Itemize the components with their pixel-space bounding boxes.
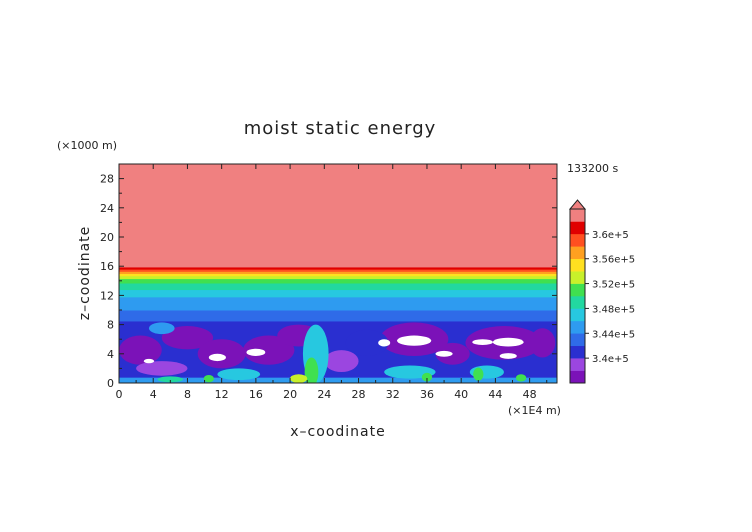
x-tick-label: 36: [420, 388, 434, 401]
contour-region-white: [378, 339, 391, 347]
colorbar-swatch: [570, 296, 585, 309]
contour-region-white: [246, 348, 266, 356]
contour-region: [421, 372, 433, 382]
x-axis: 0 4 8 12 16 20 24 28 32 36 40 44 48: [116, 164, 548, 401]
colorbar-frame: [569, 208, 586, 384]
time-label: 133200 s: [567, 162, 618, 175]
contour-field: [119, 164, 557, 383]
contour-region: [148, 322, 175, 335]
x-axis-label: x–coodinate: [290, 424, 385, 440]
x-tick-label: 8: [184, 388, 191, 401]
x-tick-label: 0: [116, 388, 123, 401]
contour-region: [515, 374, 527, 382]
colorbar-swatch: [570, 209, 585, 222]
contour-region: [290, 374, 308, 383]
x-tick-label: 24: [317, 388, 331, 401]
colorbar-swatch: [570, 258, 585, 272]
colorbar-extend-arrow: [568, 199, 587, 210]
chart-title: moist static energy: [244, 118, 437, 139]
colorbar-label: 3.44e+5: [592, 329, 635, 340]
contour-band: [119, 310, 557, 322]
contour-region-white: [435, 350, 453, 357]
contour-band: [119, 275, 557, 280]
colorbar-label: 3.6e+5: [592, 230, 629, 241]
contour-region: [473, 367, 484, 381]
x-tick-label: 20: [283, 388, 297, 401]
y-unit-label: (×1000 m): [57, 139, 117, 152]
contour-region-white: [472, 339, 493, 346]
y-tick-label: 4: [107, 348, 114, 361]
contour-region: [161, 326, 214, 350]
colorbar: 3.6e+5 3.56e+5 3.52e+5 3.48e+5 3.44e+5 3.4e+5: [568, 199, 635, 384]
contour-region: [197, 339, 246, 369]
colorbar-label: 3.4e+5: [592, 354, 629, 365]
colorbar-swatch: [570, 358, 585, 371]
colorbar-swatch: [570, 308, 585, 322]
x-tick-label: 40: [454, 388, 468, 401]
contour-band: [119, 269, 557, 272]
colorbar-swatch: [570, 320, 585, 334]
x-tick-label: 32: [386, 388, 400, 401]
x-tick-label: 4: [150, 388, 157, 401]
contour-region: [243, 335, 295, 365]
colorbar-swatch: [570, 246, 585, 260]
contour-region: [203, 374, 214, 383]
colorbar-label: 3.48e+5: [592, 304, 635, 315]
x-tick-label: 12: [215, 388, 229, 401]
y-tick-label: 12: [100, 289, 114, 302]
contour-region: [304, 357, 319, 383]
x-tick-label: 28: [352, 388, 366, 401]
y-tick-label: 0: [107, 377, 114, 390]
contour-band: [119, 282, 557, 291]
colorbar-swatch: [570, 221, 585, 235]
y-tick-label: 20: [100, 231, 114, 244]
y-axis-label: z–coodinate: [77, 226, 93, 321]
contour-region-white: [208, 353, 226, 362]
contour-region: [217, 368, 261, 381]
contour-region: [119, 335, 162, 365]
y-tick-label: 16: [100, 260, 114, 273]
x-unit-label: (×1E4 m): [508, 404, 561, 417]
colorbar-swatch: [570, 370, 585, 384]
x-tick-label: 44: [488, 388, 502, 401]
colorbar-swatch: [570, 333, 585, 347]
contour-region-white: [397, 335, 432, 346]
y-tick-label: 28: [100, 173, 114, 186]
contour-band: [119, 377, 557, 383]
contour-region: [324, 350, 359, 373]
plot-frame: [118, 163, 558, 384]
colorbar-swatch: [570, 283, 585, 297]
contour-region-white: [499, 353, 517, 359]
contour-band: [119, 164, 557, 268]
colorbar-swatch: [570, 345, 585, 359]
y-tick-label: 8: [107, 319, 114, 332]
colorbar-swatch: [570, 233, 585, 247]
contour-band: [119, 296, 557, 311]
contour-band: [119, 273, 557, 277]
colorbar-swatch: [570, 271, 585, 284]
colorbar-label: 3.56e+5: [592, 255, 635, 266]
y-tick-label: 24: [100, 202, 114, 215]
contour-region: [345, 329, 389, 356]
contour-region-white: [143, 358, 155, 364]
contour-band: [119, 266, 557, 270]
contour-band: [119, 271, 557, 274]
colorbar-label: 3.52e+5: [592, 280, 635, 291]
contour-region: [529, 328, 556, 358]
x-tick-label: 16: [249, 388, 263, 401]
contour-region: [157, 376, 184, 383]
contour-region-white: [492, 337, 524, 347]
contour-band: [119, 289, 557, 298]
y-axis: 0 4 8 12 16 20 24 28: [100, 173, 557, 390]
x-tick-label: 48: [523, 388, 537, 401]
contour-band: [119, 278, 557, 284]
contour-region: [136, 361, 188, 376]
